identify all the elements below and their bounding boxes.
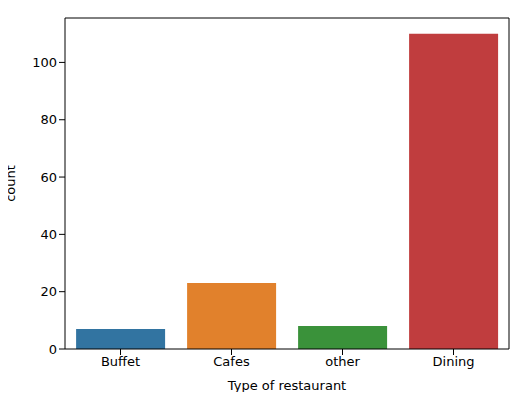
svg-text:Dining: Dining [433, 354, 475, 369]
svg-text:0: 0 [49, 342, 57, 357]
svg-text:40: 40 [40, 227, 57, 242]
svg-text:Buffet: Buffet [101, 354, 140, 369]
svg-text:Cafes: Cafes [213, 354, 250, 369]
svg-text:100: 100 [32, 55, 57, 70]
svg-text:20: 20 [40, 284, 57, 299]
svg-text:other: other [325, 354, 360, 369]
svg-text:80: 80 [40, 112, 57, 127]
svg-text:Type of restaurant: Type of restaurant [227, 378, 346, 392]
svg-text:60: 60 [40, 170, 57, 185]
svg-text:count: count [8, 165, 18, 202]
